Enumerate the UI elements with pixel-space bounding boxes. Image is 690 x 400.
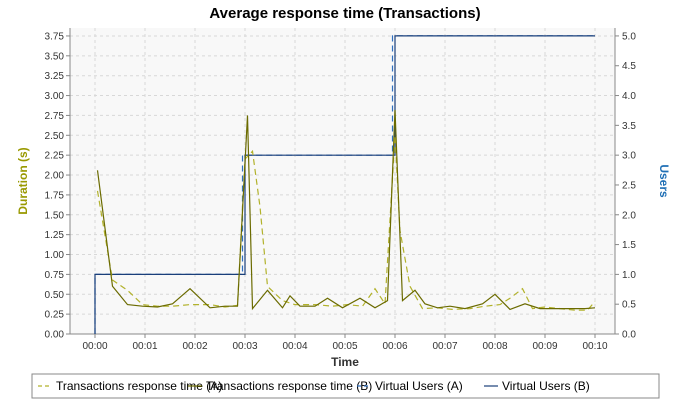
right-axis-ticks: 0.0 0.5 1.0 1.5 2.0 2.5 3.0 3.5 4.0 4.5 5.0 [615,31,636,341]
left-axis-ticks: 0.00 0.25 0.50 0.75 1.00 1.25 1.50 1.75 2.00 2.25… [45,31,70,341]
left-tick-label: 3.50 [45,51,65,62]
left-tick-label: 3.25 [45,71,65,82]
left-tick-label: 2.00 [45,171,65,182]
chart-title: Average response time (Transactions) [209,5,480,22]
x-axis-ticks: 00:00 00:01 00:02 00:03 00:04 00:05 00:06 00:07… [82,334,608,352]
legend-items: Transactions response time (A)Transactio… [38,379,590,393]
legend-label-virtual-users-a: Virtual Users (A) [375,379,463,393]
left-tick-label: 0.00 [45,330,65,341]
series-line-transactions-response-time-a [96,135,596,311]
left-tick-label: 0.50 [45,290,65,301]
left-tick-label: 2.25 [45,151,65,162]
y-axis-label-right: Users [657,164,671,198]
left-tick-label: 0.75 [45,270,65,281]
right-tick-label: 2.0 [622,210,636,221]
x-tick-label: 00:03 [232,341,257,352]
left-tick-label: 0.25 [45,310,65,321]
left-tick-label: 1.75 [45,190,65,201]
x-tick-label: 00:09 [532,341,557,352]
y-axis-label-left: Duration (s) [16,147,30,214]
x-tick-label: 00:08 [482,341,507,352]
x-tick-label: 00:04 [282,341,307,352]
grid-lines [70,28,615,335]
x-tick-label: 00:02 [182,341,207,352]
left-tick-label: 1.25 [45,230,65,241]
right-tick-label: 0.0 [622,330,636,341]
right-tick-label: 1.5 [622,240,636,251]
x-tick-label: 00:10 [582,341,607,352]
x-axis-label: Time [331,355,359,369]
legend-label-virtual-users-b: Virtual Users (B) [502,379,590,393]
right-tick-label: 1.0 [622,270,636,281]
left-tick-label: 3.00 [45,91,65,102]
series-line-transactions-response-time-b [96,109,596,311]
legend-label-transactions-response-time-b: Transactions response time (B) [206,379,372,393]
right-tick-label: 4.0 [622,91,636,102]
legend [31,373,660,399]
right-tick-label: 2.5 [622,180,636,191]
left-tick-label: 2.75 [45,111,65,122]
x-tick-label: 00:07 [432,341,457,352]
plot-area [70,28,615,334]
left-tick-label: 1.50 [45,210,65,221]
axes [69,28,616,335]
x-tick-label: 00:05 [332,341,357,352]
left-tick-label: 3.75 [45,31,65,42]
right-tick-label: 4.5 [622,61,636,72]
left-tick-label: 1.00 [45,250,65,261]
series [94,35,596,334]
x-tick-label: 00:06 [382,341,407,352]
x-tick-label: 00:00 [82,341,107,352]
x-tick-label: 00:01 [132,341,157,352]
left-tick-label: 2.50 [45,131,65,142]
right-tick-label: 3.5 [622,121,636,132]
series-line-virtual-users-a [94,35,595,334]
right-tick-label: 3.0 [622,151,636,162]
legend-label-transactions-response-time-a: Transactions response time (A) [56,379,222,393]
right-tick-label: 0.5 [622,300,636,311]
right-tick-label: 5.0 [622,31,636,42]
